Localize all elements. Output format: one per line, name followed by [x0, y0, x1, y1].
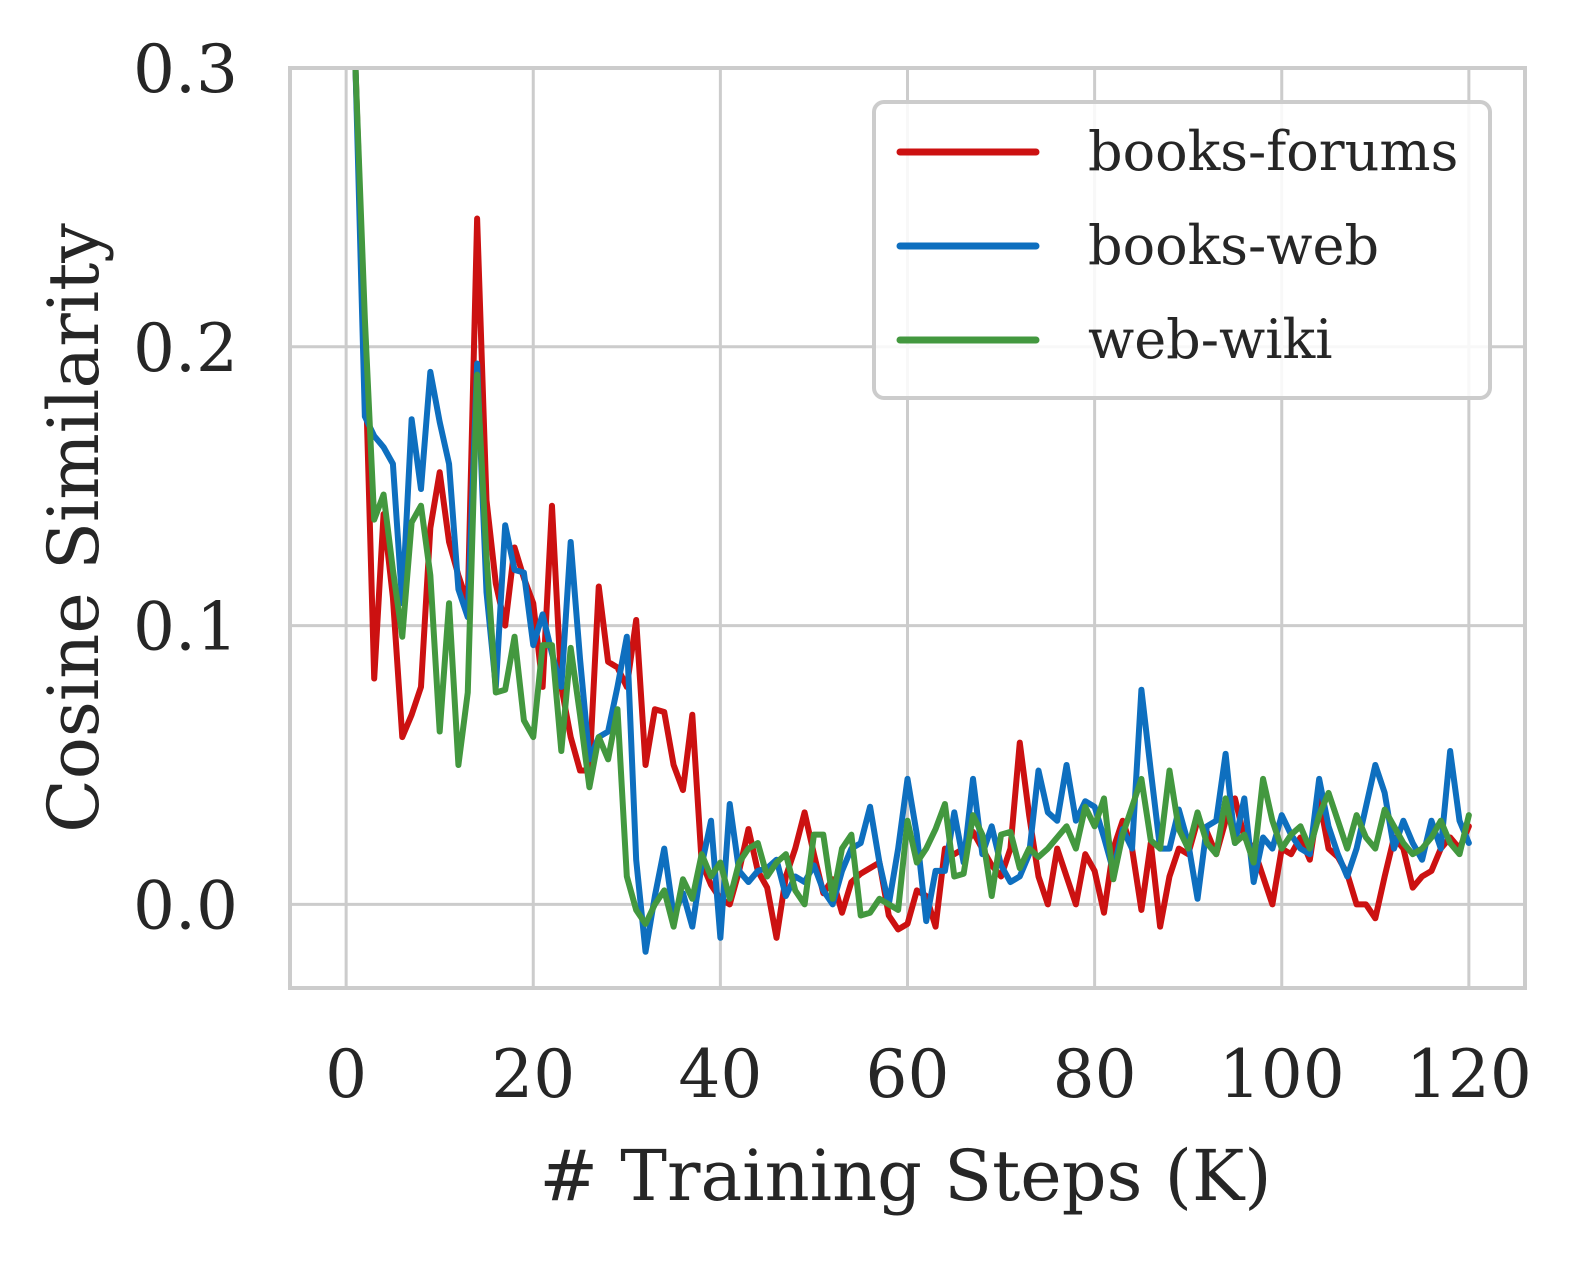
y-tick-label: 0.2 — [133, 310, 238, 387]
legend-label: web-wiki — [1088, 308, 1332, 371]
series-line-web-wiki — [352, 68, 1472, 930]
tick-labels: 0 20 40 60 80 100 120 0.0 0.1 0.2 0.3 — [133, 31, 1532, 1113]
y-tick-label: 0.0 — [133, 867, 238, 944]
x-axis-title: # Training Steps (K) — [539, 1135, 1271, 1217]
legend: books-forums books-web web-wiki — [872, 100, 1492, 400]
x-tick-label: 0 — [325, 1036, 367, 1113]
x-tick-label: 40 — [678, 1036, 762, 1113]
legend-label: books-web — [1088, 214, 1379, 277]
series-line-books-web — [352, 68, 1472, 955]
x-tick-label: 120 — [1406, 1036, 1532, 1113]
legend-label: books-forums — [1088, 120, 1458, 183]
series-layer — [352, 68, 1472, 955]
x-tick-label: 80 — [1053, 1036, 1137, 1113]
y-tick-label: 0.1 — [133, 589, 238, 666]
x-tick-label: 20 — [491, 1036, 575, 1113]
legend-box — [872, 100, 1492, 400]
y-axis-title: Cosine Similarity — [33, 223, 115, 833]
plot-frame — [288, 66, 1527, 990]
y-tick-label: 0.3 — [133, 31, 238, 108]
x-tick-label: 100 — [1219, 1036, 1345, 1113]
x-tick-label: 60 — [866, 1036, 950, 1113]
